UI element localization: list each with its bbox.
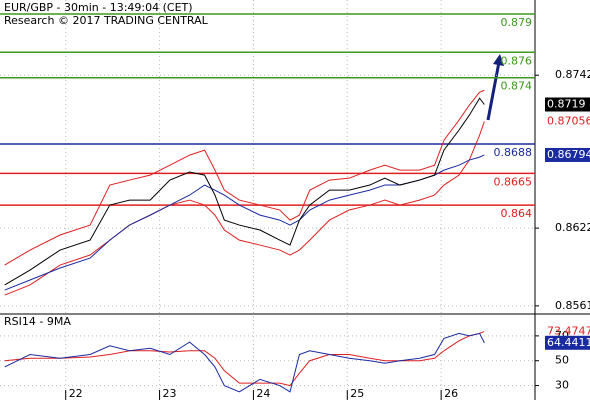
series-line (4, 154, 485, 291)
end-label: 64.4411 (547, 336, 590, 349)
end-label-box (545, 335, 590, 350)
end-label: 0.87056 (547, 115, 590, 128)
series-line (4, 331, 485, 387)
level-label: 0.874 (501, 80, 533, 93)
chart-title: EUR/GBP - 30min - 13:49:04 (CET) (4, 1, 193, 14)
y-tick-label: 50 (555, 354, 569, 367)
forecast-arrow-head (493, 54, 504, 66)
x-tick-label: 25 (350, 387, 364, 400)
y-tick-label: 0.8622 (555, 221, 590, 234)
series-line (4, 89, 485, 266)
end-label: 0.8719 (547, 98, 586, 111)
y-tick-label: 0.8561 (555, 299, 590, 312)
series-line (4, 97, 485, 286)
end-label: 73.4747 (547, 325, 590, 338)
x-tick-label: 26 (444, 387, 458, 400)
end-label: 0.86794 (547, 148, 590, 161)
series-line (4, 332, 485, 393)
level-label: 0.8665 (494, 175, 533, 188)
level-label: 0.864 (501, 207, 533, 220)
level-label: 0.8688 (494, 146, 533, 159)
x-tick-label: 22 (69, 387, 83, 400)
level-label: 0.879 (501, 16, 533, 29)
x-tick-label: 24 (256, 387, 270, 400)
level-label: 0.876 (501, 54, 533, 67)
forecast-arrow (486, 61, 501, 121)
end-label-box (545, 147, 590, 162)
x-tick-label: 23 (163, 387, 177, 400)
chart-subtitle: Research © 2017 TRADING CENTRAL (4, 14, 209, 27)
end-label-box (545, 97, 590, 112)
y-tick-label: 30 (555, 379, 569, 392)
y-tick-label: 0.8742 (555, 68, 590, 81)
rsi-title: RSI14 - 9MA (4, 315, 71, 328)
